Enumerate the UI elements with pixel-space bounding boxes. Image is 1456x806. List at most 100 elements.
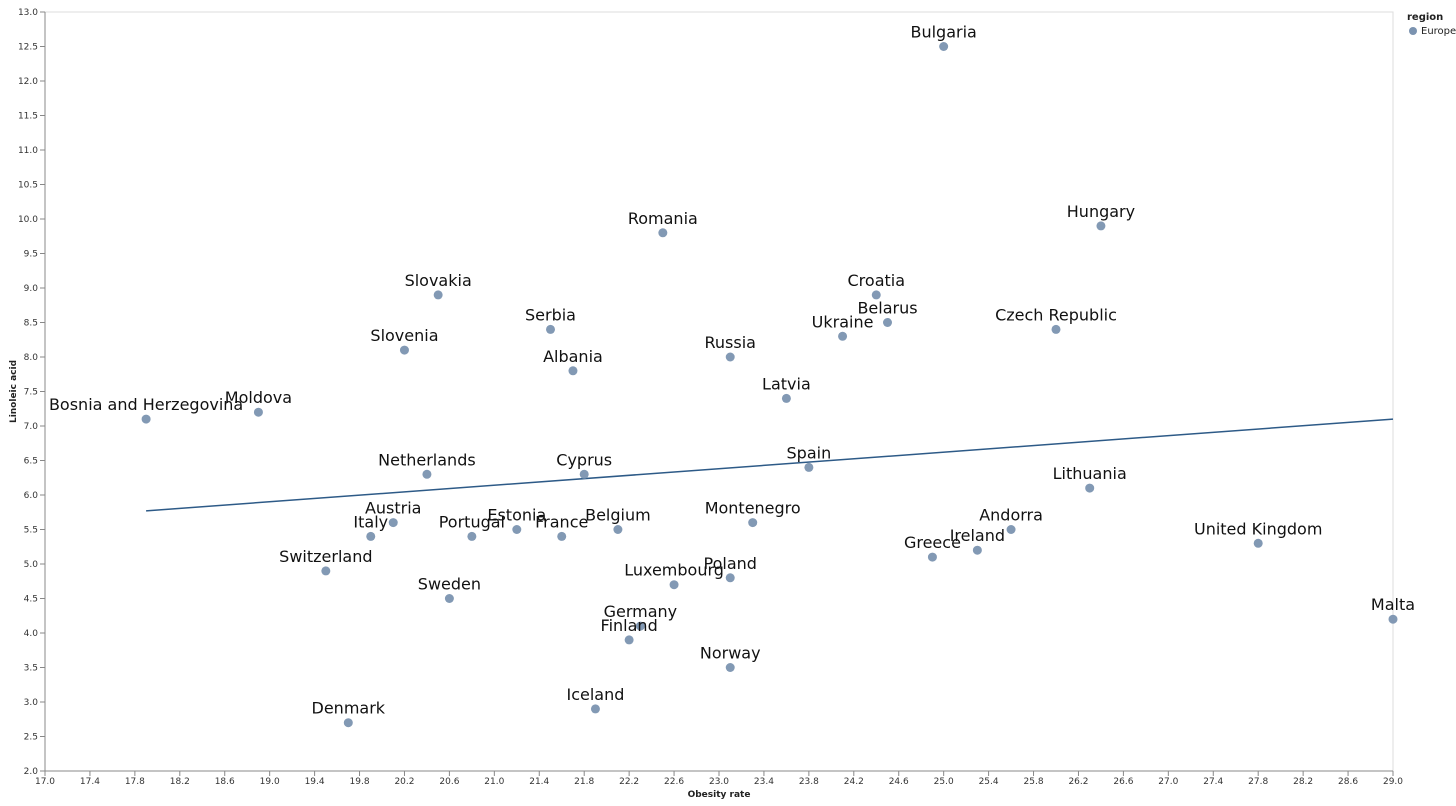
point-label: Iceland xyxy=(566,685,624,704)
x-tick-label: 21.4 xyxy=(529,777,549,787)
y-tick-label: 4.0 xyxy=(24,629,39,639)
point-label: Andorra xyxy=(979,506,1043,525)
point-label: Albania xyxy=(543,347,603,366)
point-label: Luxembourg xyxy=(624,561,724,580)
data-point xyxy=(838,331,848,341)
point-label: France xyxy=(535,512,588,531)
point-label: Sweden xyxy=(418,575,481,594)
y-tick-label: 8.5 xyxy=(24,319,38,329)
y-tick-label: 11.5 xyxy=(18,112,38,122)
x-tick-label: 23.8 xyxy=(799,777,819,787)
data-point xyxy=(871,290,881,300)
y-tick-label: 10.0 xyxy=(18,215,38,225)
point-label: Netherlands xyxy=(378,450,476,469)
data-point xyxy=(253,407,263,417)
point-label: Croatia xyxy=(848,271,906,290)
x-tick-label: 17.4 xyxy=(80,777,100,787)
point-label: Serbia xyxy=(525,305,576,324)
point-label: Poland xyxy=(704,554,757,573)
data-point xyxy=(624,635,634,645)
data-point xyxy=(1085,483,1095,493)
data-point xyxy=(613,525,623,534)
x-tick-label: 17.8 xyxy=(125,777,145,787)
data-point xyxy=(781,393,791,403)
data-point xyxy=(804,462,814,472)
point-label: Norway xyxy=(700,644,761,663)
x-tick-label: 19.4 xyxy=(305,777,325,787)
data-point xyxy=(366,531,376,541)
data-point xyxy=(669,580,679,590)
point-label: Belgium xyxy=(585,506,651,525)
data-point xyxy=(1051,324,1061,334)
points-group xyxy=(141,42,1398,728)
data-point xyxy=(422,469,432,479)
point-label: Spain xyxy=(787,443,832,462)
x-tick-label: 21.0 xyxy=(484,777,504,787)
x-tick-label: 27.4 xyxy=(1203,777,1223,787)
data-point xyxy=(467,531,477,541)
x-tick-label: 22.2 xyxy=(619,777,639,787)
point-label: Ukraine xyxy=(812,312,874,331)
y-axis: 2.0 2.5 3.0 3.5 4.0 4.5 5.0 5.5 6.0 6.5 7.0 7.5 8.0 8… xyxy=(18,8,46,777)
data-point xyxy=(1253,538,1263,548)
y-tick-label: 7.5 xyxy=(24,388,38,398)
point-label: Malta xyxy=(1371,595,1415,614)
point-label: Slovenia xyxy=(370,326,438,345)
y-tick-label: 7.0 xyxy=(24,422,39,432)
point-label: Czech Republic xyxy=(995,305,1117,324)
data-point xyxy=(725,352,735,362)
data-point xyxy=(927,552,937,562)
y-tick-label: 9.5 xyxy=(24,250,38,260)
data-point xyxy=(1388,614,1398,624)
legend: region Europe xyxy=(1407,12,1456,37)
data-point xyxy=(568,366,578,376)
data-point xyxy=(658,228,668,238)
x-axis-title: Obesity rate xyxy=(688,790,751,800)
y-tick-label: 2.5 xyxy=(24,733,38,743)
x-tick-label: 23.4 xyxy=(754,777,774,787)
y-tick-label: 12.5 xyxy=(18,43,38,53)
point-label: Latvia xyxy=(762,374,811,393)
x-tick-label: 18.2 xyxy=(170,777,190,787)
y-tick-label: 5.0 xyxy=(24,560,39,570)
x-tick-label: 25.4 xyxy=(979,777,999,787)
x-tick-label: 25.0 xyxy=(934,777,954,787)
y-tick-label: 2.0 xyxy=(24,767,39,777)
data-point xyxy=(725,573,735,583)
point-label: Switzerland xyxy=(279,547,372,566)
point-label: Italy xyxy=(353,512,388,531)
point-label: Cyprus xyxy=(556,450,612,469)
y-axis-title: Linoleic acid xyxy=(9,360,19,423)
data-point xyxy=(748,518,758,528)
x-tick-label: 25.8 xyxy=(1024,777,1044,787)
legend-label-europe: Europe xyxy=(1421,26,1456,37)
point-label: Estonia xyxy=(487,506,546,525)
y-tick-label: 11.0 xyxy=(18,146,38,156)
point-label: Finland xyxy=(601,616,658,635)
x-tick-label: 28.6 xyxy=(1338,777,1358,787)
data-point xyxy=(579,469,589,479)
data-point xyxy=(388,518,398,528)
x-tick-label: 18.6 xyxy=(215,777,235,787)
legend-title: region xyxy=(1407,12,1443,23)
x-tick-label: 28.2 xyxy=(1293,777,1313,787)
data-point xyxy=(444,594,454,603)
x-tick-label: 20.6 xyxy=(439,777,459,787)
x-tick-label: 29.0 xyxy=(1383,777,1403,787)
y-tick-label: 4.5 xyxy=(24,595,38,605)
trend-line xyxy=(146,418,1394,512)
point-label: Denmark xyxy=(312,699,386,718)
y-tick-label: 5.5 xyxy=(24,526,38,536)
point-label: Romania xyxy=(628,209,698,228)
data-point xyxy=(557,531,567,541)
data-point xyxy=(141,414,151,424)
data-point xyxy=(343,718,353,728)
data-point xyxy=(635,621,645,631)
y-tick-label: 9.0 xyxy=(24,284,39,294)
y-tick-label: 3.5 xyxy=(24,664,38,674)
point-label: Belarus xyxy=(857,299,917,318)
x-tick-label: 24.2 xyxy=(844,777,864,787)
point-label: Bulgaria xyxy=(910,23,976,42)
data-point xyxy=(883,318,892,327)
